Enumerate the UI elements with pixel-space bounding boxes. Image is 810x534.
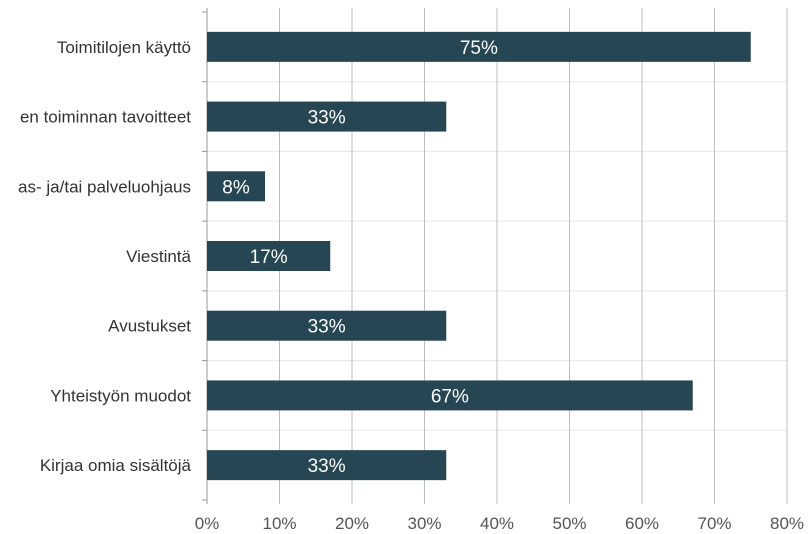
bar xyxy=(207,171,265,202)
x-axis-tick-labels: 0% 10% 20% 30% 40% 50% 60% 70% 80% xyxy=(195,514,804,533)
chart-bars: 75% 33% 8% 17% 33% 67% 33% xyxy=(207,31,751,481)
x-tick-label: 60% xyxy=(625,514,659,533)
bar xyxy=(207,380,693,411)
data-label: 33% xyxy=(308,456,346,477)
data-label: 33% xyxy=(308,108,346,129)
category-label: en toiminnan tavoitteet xyxy=(20,108,191,127)
data-label: 33% xyxy=(308,317,346,338)
chart-gridlines xyxy=(202,8,788,504)
data-label: 8% xyxy=(222,177,250,198)
x-tick-label: 20% xyxy=(335,514,369,533)
category-label: Viestintä xyxy=(126,247,191,266)
x-tick-label: 10% xyxy=(262,514,296,533)
category-label: Avustukset xyxy=(108,317,191,336)
data-label: 67% xyxy=(431,386,469,407)
x-tick-label: 70% xyxy=(697,514,731,533)
bar xyxy=(207,31,751,62)
bar xyxy=(207,241,331,271)
x-tick-label: 40% xyxy=(480,514,514,533)
x-tick-label: 80% xyxy=(770,514,804,533)
bar xyxy=(207,101,447,132)
category-labels: Toimitilojen käyttö en toiminnan tavoitte… xyxy=(18,38,191,475)
category-label: Yhteistyön muodot xyxy=(50,386,191,405)
category-label: Toimitilojen käyttö xyxy=(57,38,191,57)
category-label: Kirjaa omia sisältöjä xyxy=(40,456,192,475)
x-tick-label: 30% xyxy=(407,514,441,533)
data-label: 17% xyxy=(250,247,288,268)
data-label: 75% xyxy=(460,38,498,59)
x-tick-label: 50% xyxy=(552,514,586,533)
category-label: as- ja/tai palveluohjaus xyxy=(18,177,191,196)
x-tick-label: 0% xyxy=(195,514,220,533)
bar xyxy=(207,310,447,341)
bar xyxy=(207,450,447,481)
